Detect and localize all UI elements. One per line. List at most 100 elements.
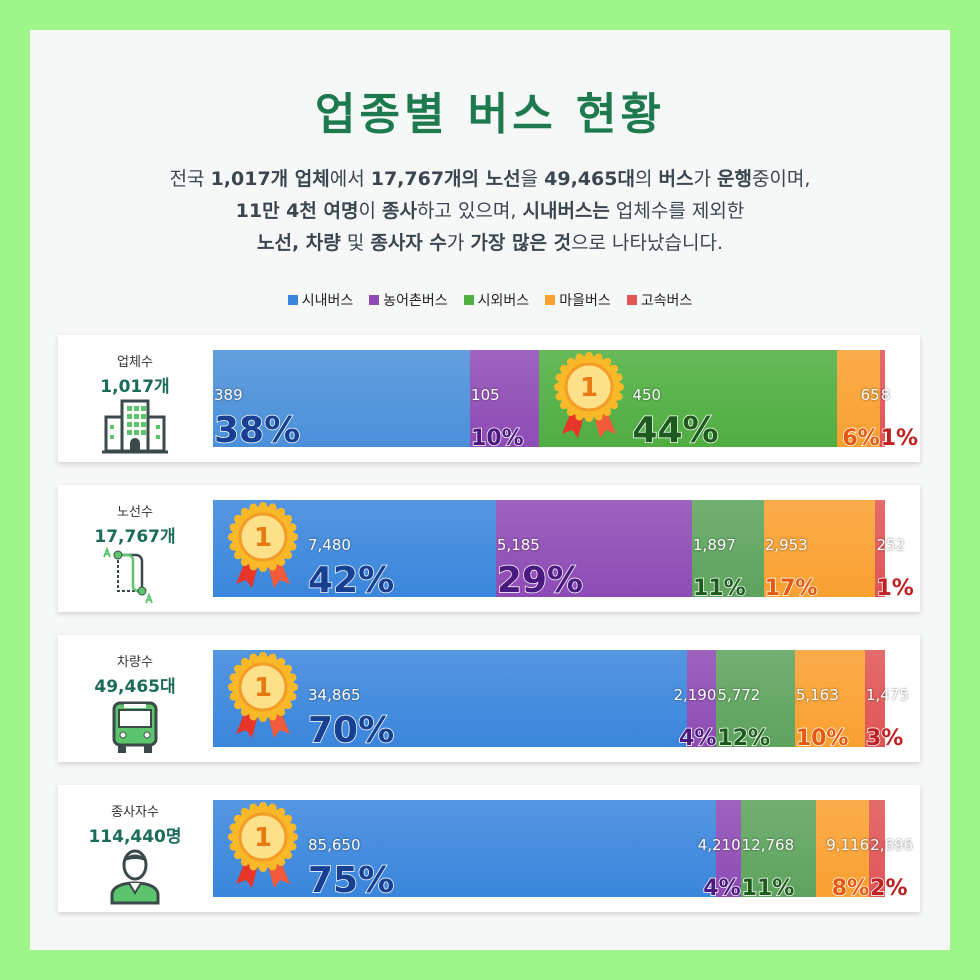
subtitle-fragment: 을	[520, 168, 545, 190]
page-title: 업종별 버스 현황	[315, 89, 665, 140]
subtitle-fragment: 의	[634, 168, 659, 190]
value-label: 450	[632, 386, 662, 404]
percent-label: 44%	[632, 409, 720, 452]
row-label: 업체수 1,017개	[58, 351, 212, 397]
row-total: 17,767개	[94, 527, 176, 547]
percent-label: 75%	[307, 859, 395, 902]
row-label: 차량수 49,465대	[58, 651, 212, 697]
percent-label: 6%	[842, 425, 881, 452]
value-label: 2,190	[673, 686, 717, 704]
subtitle-fragment: 및	[340, 232, 371, 254]
value-label: 5,163	[795, 686, 839, 704]
legend-swatch	[369, 295, 380, 305]
row-metric: 차량수	[117, 655, 153, 670]
percent-label: 11%	[741, 875, 795, 902]
row-label: 노선수 17,767개	[58, 501, 212, 547]
percent-label: 4%	[703, 875, 742, 902]
percent-label: 17%	[764, 575, 818, 602]
legend-item: 고속버스	[626, 290, 692, 310]
percent-label: 12%	[717, 725, 771, 752]
bar-segment-시외버스	[716, 650, 795, 747]
subtitle-line-2: 11만 4천 여명이 종사하고 있으며, 시내버스는 업체수를 제외한	[0, 195, 980, 227]
bar-segment-농어촌버스	[495, 500, 693, 597]
bar-segment-시외버스	[740, 800, 816, 897]
medal-rank: 1	[254, 673, 272, 703]
row-metric: 노선수	[117, 505, 153, 520]
bar-segment-고속버스	[879, 350, 885, 447]
percent-label: 70%	[307, 709, 395, 752]
medal-icon: 1	[228, 502, 298, 592]
stacked-bar: 1 7,480 42% 5,185 29% 1,897 11% 2,953 17% 252 1%	[213, 500, 915, 602]
legend-item: 농어촌버스	[369, 290, 448, 310]
subtitle-fragment: 종사자 수	[370, 232, 447, 254]
legend-label: 시내버스	[301, 293, 354, 309]
bus-icon	[100, 697, 170, 755]
value-label: 105	[471, 386, 500, 404]
subtitle-fragment: 으로 나타났습니다.	[571, 232, 723, 254]
legend-swatch	[287, 295, 298, 305]
value-label: 7,480	[308, 536, 351, 554]
subtitle-fragment: 가	[693, 168, 717, 190]
subtitle-fragment: 전국	[169, 168, 211, 190]
subtitle-fragment: 업체수를 제외한	[609, 200, 745, 222]
stacked-bar: 389 38% 105 10% 1 450 44% 65 6% 8 1%	[213, 350, 919, 452]
bar-segment-시외버스	[692, 500, 764, 597]
bar-segment-마을버스	[763, 500, 876, 597]
value-label: 2,696	[870, 836, 914, 854]
building-icon	[100, 397, 170, 455]
subtitle-fragment: 운행	[716, 168, 752, 190]
subtitle-fragment: 1,017개 업체	[210, 168, 330, 190]
percent-label: 1%	[876, 575, 915, 602]
legend-swatch	[463, 295, 474, 305]
medal-rank: 1	[254, 823, 272, 853]
row-total: 114,440명	[88, 827, 182, 847]
bar-segment-농어촌버스	[686, 650, 717, 747]
legend-label: 시외버스	[477, 293, 530, 309]
legend-label: 마을버스	[559, 293, 611, 309]
value-label: 12,768	[741, 836, 795, 854]
value-label: 1,897	[693, 536, 736, 554]
bar-segment-농어촌버스	[470, 350, 540, 447]
subtitle-fragment: 중이며,	[751, 168, 811, 190]
subtitle-fragment: 시내버스는	[522, 200, 610, 222]
value-label: 65	[860, 386, 880, 404]
bar-segment-마을버스	[794, 650, 865, 747]
value-label: 9,116	[826, 836, 870, 854]
value-label: 5,772	[717, 686, 761, 704]
percent-label: 38%	[213, 409, 301, 452]
percent-label: 3%	[865, 725, 904, 752]
row-2: 차량수 49,465대 1 34,865 70% 2,190 4% 5,772 12% 5,163…	[58, 635, 920, 762]
subtitle: 전국 1,017개 업체에서 17,767개의 노선을 49,465대의 버스가…	[0, 163, 980, 259]
subtitle-fragment: 이	[358, 200, 382, 222]
bar-segment-시내버스	[213, 800, 716, 897]
subtitle-line-1: 전국 1,017개 업체에서 17,767개의 노선을 49,465대의 버스가…	[0, 163, 980, 195]
route-icon	[100, 546, 170, 605]
subtitle-fragment: 17,767개의 노선	[370, 168, 521, 190]
row-total: 1,017개	[100, 377, 170, 397]
percent-label: 29%	[496, 559, 584, 602]
value-label: 252	[876, 536, 906, 554]
worker-icon	[100, 847, 170, 905]
bar-segment-마을버스	[815, 800, 870, 897]
bar-segment-시내버스	[213, 350, 471, 447]
value-label: 8	[880, 386, 891, 404]
legend-label: 농어촌버스	[383, 293, 448, 309]
subtitle-line-3: 노선, 차량 및 종사자 수가 가장 많은 것으로 나타났습니다.	[0, 227, 980, 259]
percent-label: 2%	[869, 875, 908, 902]
subtitle-fragment: 49,465대	[544, 168, 635, 190]
row-metric: 종사자수	[111, 805, 159, 820]
medal-rank: 1	[580, 373, 598, 403]
subtitle-fragment: 버스	[658, 168, 694, 190]
subtitle-fragment: 11만 4천 여명	[235, 200, 359, 222]
legend-swatch	[545, 295, 556, 305]
percent-label: 1%	[880, 425, 919, 452]
row-0: 업체수 1,017개 389 38% 105 10% 1 450 44% 65 6% 8 1%	[58, 335, 920, 462]
bar-segment-고속버스	[875, 500, 885, 597]
value-label: 1,475	[865, 686, 909, 704]
medal-rank: 1	[254, 523, 272, 553]
legend-item: 마을버스	[545, 290, 611, 310]
value-label: 34,865	[308, 686, 361, 704]
percent-label: 11%	[692, 575, 746, 602]
subtitle-fragment: 노선, 차량	[257, 232, 341, 254]
row-1: 노선수 17,767개 1 7,480 42% 5,185 29% 1,897 11% 2,953…	[58, 485, 920, 612]
